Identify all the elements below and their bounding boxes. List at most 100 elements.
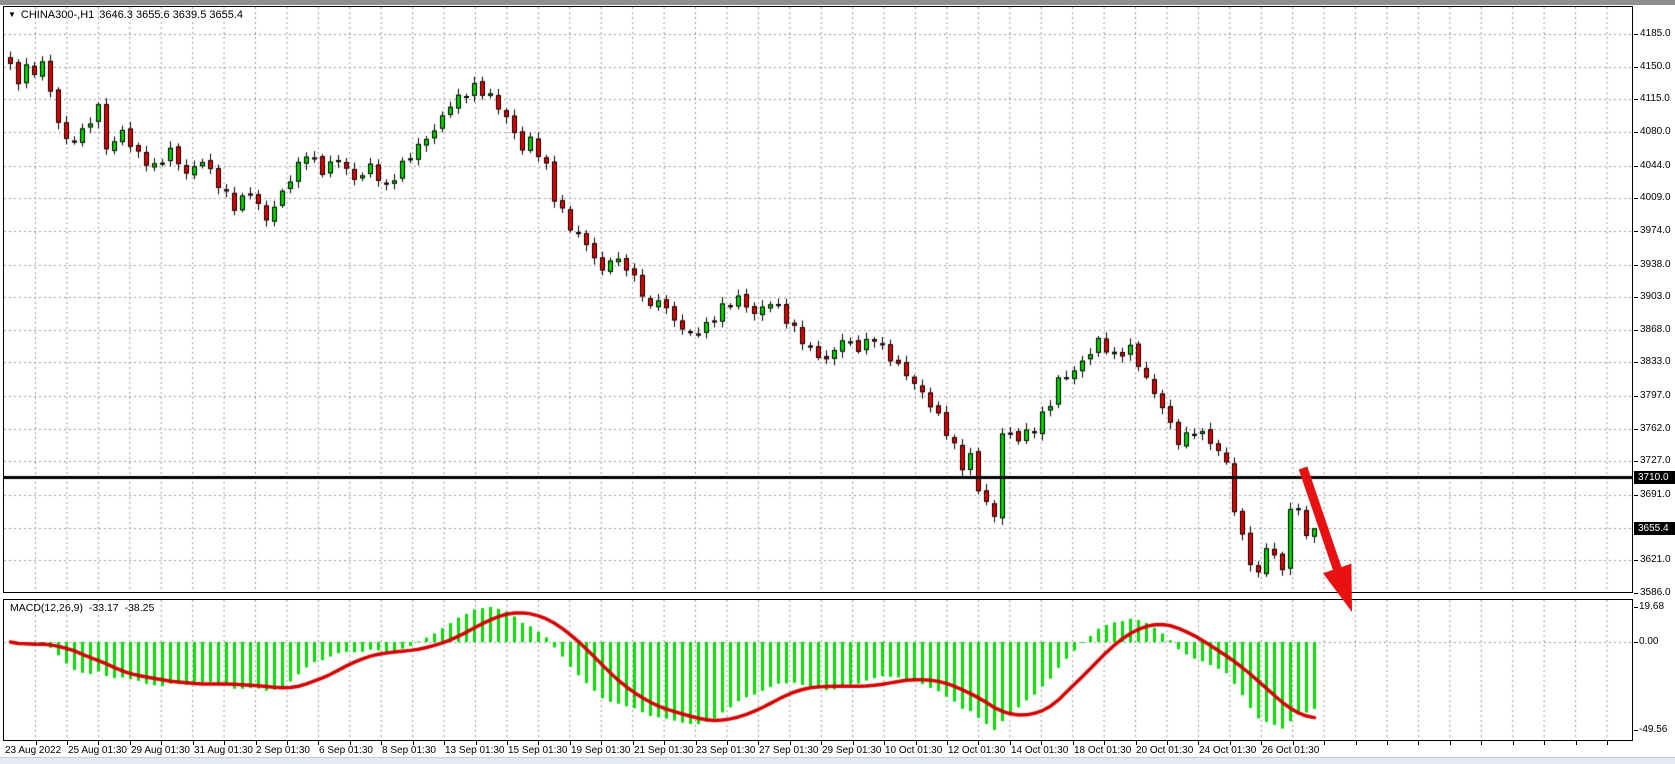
time-tick	[1167, 741, 1168, 745]
time-tick-label: 29 Sep 01:30	[822, 745, 882, 756]
time-tick-label: 10 Oct 01:30	[885, 745, 943, 756]
price-tick	[1634, 198, 1638, 199]
price-tick-label: 3938.0	[1640, 259, 1671, 270]
time-tick	[444, 741, 445, 745]
macd-axis-tick	[1634, 607, 1638, 608]
symbol-period-label: CHINA300-,H1	[20, 9, 95, 21]
time-tick	[1198, 741, 1199, 745]
time-tick-label: 29 Aug 01:30	[131, 745, 190, 756]
time-tick	[1261, 741, 1262, 745]
time-tick	[1041, 741, 1042, 745]
macd-pane	[3, 599, 1633, 741]
price-tick	[1634, 297, 1638, 298]
price-tick-label: 4150.0	[1640, 61, 1671, 72]
time-tick	[570, 741, 571, 745]
time-tick-label: 27 Sep 01:30	[759, 745, 819, 756]
time-scale[interactable]: 23 Aug 2022 25 Aug 01:30 29 Aug 01:30 31 Au…	[3, 741, 1634, 757]
ohlc-label: 3646.3 3655.6 3639.5 3655.4	[99, 9, 244, 21]
time-tick	[193, 741, 194, 745]
price-tick	[1634, 99, 1638, 100]
time-tick	[601, 741, 602, 745]
window-bottom-edge	[0, 757, 1675, 764]
time-tick-label: 2 Sep 01:30	[256, 745, 310, 756]
time-tick	[1230, 741, 1231, 745]
price-tick	[1634, 495, 1638, 496]
time-tick	[978, 741, 979, 745]
time-tick	[413, 741, 414, 745]
time-tick	[67, 741, 68, 745]
macd-axis-tick	[1634, 642, 1638, 643]
price-tick	[1634, 429, 1638, 430]
macd-axis-tick-label: 0.00	[1639, 636, 1659, 647]
time-tick-label: 14 Oct 01:30	[1011, 745, 1069, 756]
time-tick	[1607, 741, 1608, 745]
macd-canvas[interactable]	[4, 600, 1632, 740]
hline-price-label: 3710.0	[1634, 471, 1675, 484]
time-tick	[161, 741, 162, 745]
time-tick	[1104, 741, 1105, 745]
price-tick	[1634, 166, 1638, 167]
time-tick-label: 23 Sep 01:30	[696, 745, 756, 756]
price-tick-label: 4115.0	[1640, 93, 1670, 104]
price-tick	[1634, 362, 1638, 363]
time-tick	[287, 741, 288, 745]
time-tick	[821, 741, 822, 745]
price-tick-label: 4080.0	[1640, 126, 1671, 137]
time-tick-label: 31 Aug 01:30	[194, 745, 253, 756]
time-tick	[1450, 741, 1451, 745]
time-tick-label: 18 Oct 01:30	[1074, 745, 1132, 756]
time-tick	[1513, 741, 1514, 745]
time-tick-label: 19 Sep 01:30	[571, 745, 631, 756]
time-tick	[1418, 741, 1419, 745]
price-tick	[1634, 34, 1638, 35]
price-tick-label: 4009.0	[1640, 192, 1671, 203]
price-tick	[1634, 396, 1638, 397]
chart-title: ▼ CHINA300-,H1 3646.3 3655.6 3639.5 3655…	[8, 9, 243, 21]
price-tick	[1634, 265, 1638, 266]
macd-axis-tick-label: 19.68	[1639, 601, 1665, 612]
time-tick	[318, 741, 319, 745]
price-tick-label: 4044.0	[1640, 160, 1671, 171]
time-tick	[1356, 741, 1357, 745]
time-tick	[130, 741, 131, 745]
price-tick-label: 3586.0	[1640, 587, 1671, 598]
time-tick	[916, 741, 917, 745]
price-tick-label: 3762.0	[1640, 423, 1671, 434]
time-tick-label: 20 Oct 01:30	[1136, 745, 1194, 756]
price-scale[interactable]: 4185.0 4150.0 4115.0 4080.0 4044.0 4009.0 3974…	[1633, 0, 1675, 757]
time-tick	[664, 741, 665, 745]
time-tick-label: 26 Oct 01:30	[1262, 745, 1320, 756]
price-tick	[1634, 132, 1638, 133]
macd-value: -33.17	[88, 602, 119, 614]
macd-indicator-label: MACD(12,26,9) -33.17 -38.25	[10, 602, 157, 614]
time-tick	[1324, 741, 1325, 745]
macd-axis-tick-label: -49.56	[1639, 724, 1668, 735]
price-tick-label: 4185.0	[1640, 28, 1671, 39]
time-tick	[1010, 741, 1011, 745]
time-tick	[256, 741, 257, 745]
time-tick	[1387, 741, 1388, 745]
time-tick	[1136, 741, 1137, 745]
price-chart-canvas[interactable]	[4, 7, 1632, 592]
price-tick-label: 3868.0	[1640, 324, 1671, 335]
price-tick-label: 3621.0	[1640, 554, 1671, 565]
price-tick	[1634, 330, 1638, 331]
time-tick	[1481, 741, 1482, 745]
time-tick	[36, 741, 37, 745]
price-tick-label: 3727.0	[1640, 455, 1671, 466]
macd-name-label: MACD(12,26,9)	[10, 602, 83, 614]
time-tick-label: 6 Sep 01:30	[319, 745, 373, 756]
time-tick	[381, 741, 382, 745]
macd-axis-tick	[1634, 730, 1638, 731]
price-tick	[1634, 593, 1638, 594]
price-tick-label: 3903.0	[1640, 291, 1671, 302]
time-tick-label: 12 Oct 01:30	[948, 745, 1006, 756]
price-tick-label: 3974.0	[1640, 225, 1671, 236]
price-tick-label: 3797.0	[1640, 390, 1671, 401]
symbol-dropdown-icon[interactable]: ▼	[8, 10, 16, 19]
current-price-label: 3655.4	[1634, 522, 1675, 535]
macd-signal-value: -38.25	[124, 602, 155, 614]
time-tick	[1544, 741, 1545, 745]
time-tick	[98, 741, 99, 745]
time-tick-label: 24 Oct 01:30	[1199, 745, 1257, 756]
